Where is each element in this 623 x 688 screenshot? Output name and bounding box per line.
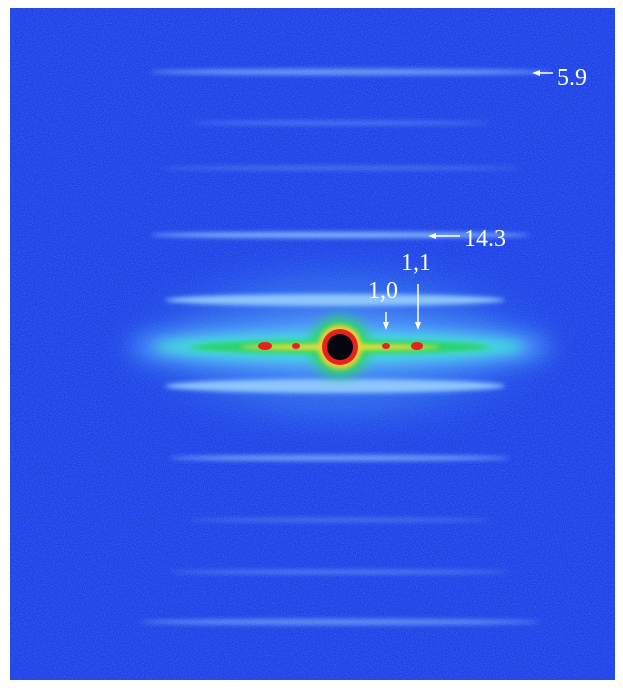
spacing-label: 14.3 bbox=[464, 226, 506, 252]
layer-line bbox=[165, 294, 505, 306]
layer-line bbox=[170, 455, 510, 461]
arrowhead bbox=[532, 70, 540, 76]
arrowhead bbox=[428, 233, 436, 239]
arrowhead bbox=[383, 322, 389, 330]
layer-line bbox=[190, 518, 490, 522]
beamstop bbox=[327, 334, 353, 360]
arrows bbox=[383, 70, 553, 330]
layer-line bbox=[165, 379, 505, 393]
arrowhead bbox=[415, 322, 421, 330]
layer-line bbox=[170, 570, 510, 574]
spacing-label: 5.9 bbox=[557, 65, 587, 91]
reflection bbox=[292, 343, 300, 349]
reflection-label: 1,1 bbox=[401, 250, 431, 276]
layer-line bbox=[190, 121, 490, 125]
reflection bbox=[411, 342, 423, 350]
reflection bbox=[258, 342, 272, 350]
equatorial-streak bbox=[130, 317, 550, 377]
reflection-label: 1,0 bbox=[368, 278, 398, 304]
layer-line bbox=[160, 166, 520, 170]
layer-line bbox=[140, 619, 540, 625]
reflection bbox=[382, 343, 390, 349]
layer-line bbox=[150, 69, 550, 75]
